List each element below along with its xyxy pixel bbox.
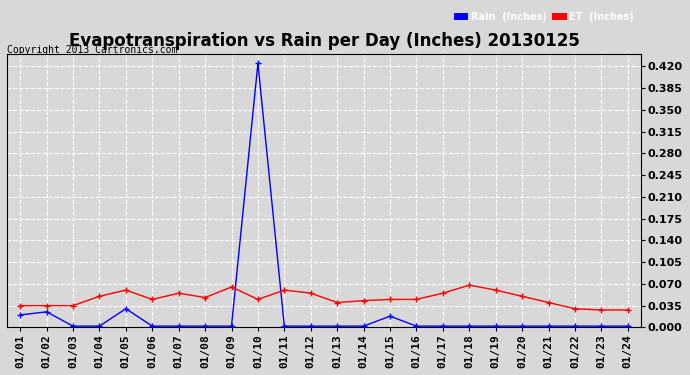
Legend: Rain  (Inches), ET  (Inches): Rain (Inches), ET (Inches)	[452, 10, 636, 24]
Text: Copyright 2013 Cartronics.com: Copyright 2013 Cartronics.com	[7, 45, 177, 55]
Title: Evapotranspiration vs Rain per Day (Inches) 20130125: Evapotranspiration vs Rain per Day (Inch…	[68, 32, 580, 50]
